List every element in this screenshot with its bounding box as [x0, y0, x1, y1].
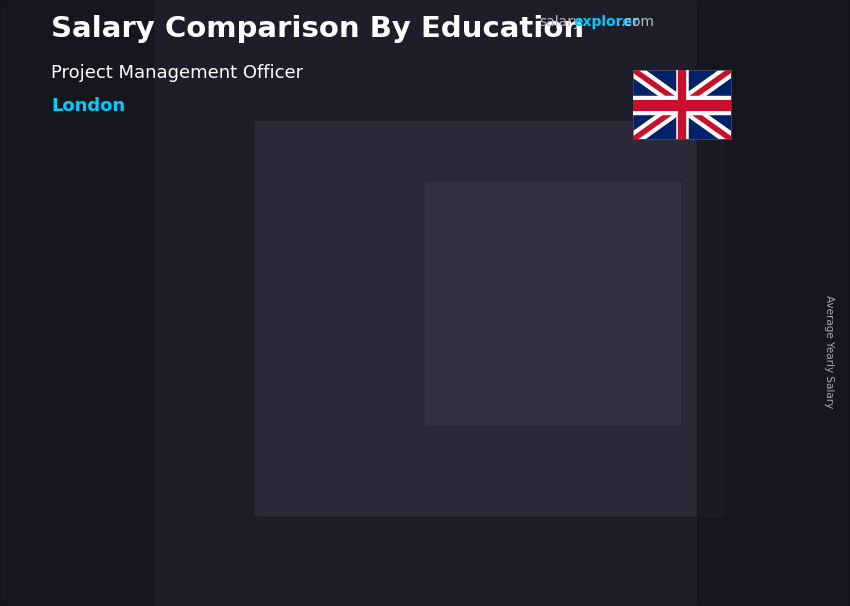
Polygon shape — [106, 410, 187, 521]
Polygon shape — [252, 390, 333, 521]
Polygon shape — [627, 273, 649, 521]
Text: Project Management Officer: Project Management Officer — [51, 64, 303, 82]
Text: 64,300 GBP: 64,300 GBP — [240, 373, 317, 385]
Text: +18%: +18% — [196, 258, 258, 277]
Text: Salary Comparison By Education: Salary Comparison By Education — [51, 15, 584, 43]
Text: 54,700 GBP: 54,700 GBP — [93, 392, 171, 405]
Polygon shape — [400, 331, 480, 521]
Text: Average Yearly Salary: Average Yearly Salary — [824, 295, 834, 408]
Bar — [425, 182, 680, 424]
Text: explorer: explorer — [574, 15, 639, 29]
Text: 122,000 GBP: 122,000 GBP — [543, 255, 630, 268]
Text: salary: salary — [540, 15, 582, 29]
Text: London: London — [51, 97, 125, 115]
Bar — [0, 0, 153, 606]
Polygon shape — [333, 390, 355, 521]
Polygon shape — [547, 273, 627, 521]
Text: +31%: +31% — [489, 132, 552, 150]
Polygon shape — [187, 410, 209, 521]
Text: 93,300 GBP: 93,300 GBP — [394, 314, 472, 327]
Text: .com: .com — [620, 15, 654, 29]
Bar — [255, 121, 722, 515]
Bar — [697, 0, 850, 606]
Polygon shape — [480, 331, 502, 521]
Text: +45%: +45% — [343, 183, 405, 202]
